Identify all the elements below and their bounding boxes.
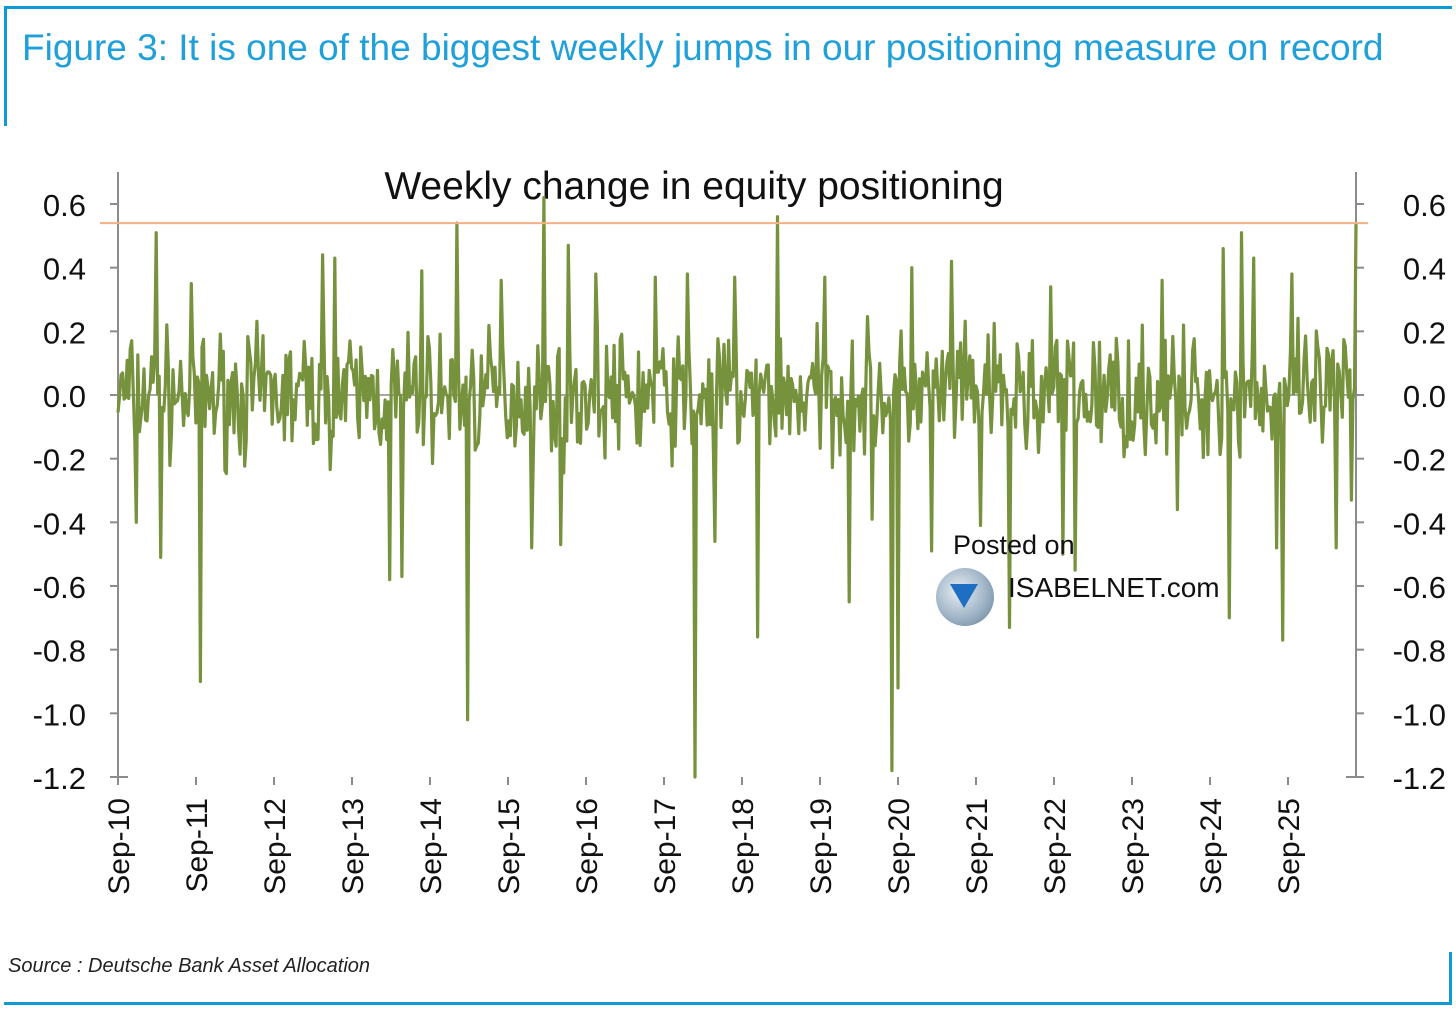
watermark-posted-label: Posted on [953, 530, 1075, 560]
figure-frame-bottom [4, 1002, 1452, 1005]
y-tick-label-left: 0.4 [43, 252, 86, 287]
figure-frame-right [1449, 952, 1452, 1005]
y-tick-label-left: -1.0 [33, 697, 86, 732]
x-tick-label: Sep-19 [805, 798, 838, 895]
y-tick-label-left: 0.0 [43, 379, 86, 414]
y-tick-label-right: -1.0 [1393, 697, 1446, 732]
isabelnet-logo-icon [936, 568, 994, 626]
y-tick-label-left: -1.2 [33, 761, 86, 796]
x-tick-label: Sep-14 [415, 798, 448, 895]
y-tick-label-right: 0.4 [1403, 252, 1446, 287]
x-tick-label: Sep-23 [1117, 798, 1150, 895]
y-tick-label-right: 0.0 [1403, 379, 1446, 414]
figure-frame-top [4, 6, 1452, 9]
chart-title: Weekly change in equity positioning [384, 165, 1003, 208]
y-tick-label-right: -0.2 [1393, 443, 1446, 478]
x-tick-label: Sep-21 [961, 798, 994, 895]
figure-frame-left [4, 6, 7, 126]
y-tick-label-left: -0.6 [33, 570, 86, 605]
source-note: Source : Deutsche Bank Asset Allocation [8, 955, 371, 977]
figure-title: Figure 3: It is one of the biggest weekl… [22, 27, 1384, 68]
x-tick-label: Sep-16 [571, 798, 604, 895]
watermark: Posted on ISABELNET.com [936, 528, 1256, 628]
x-tick-label: Sep-10 [103, 798, 136, 895]
y-tick-label-left: -0.8 [33, 634, 86, 669]
x-tick-label: Sep-12 [259, 798, 292, 895]
x-tick-label: Sep-18 [727, 798, 760, 895]
y-tick-label-left: -0.4 [33, 506, 86, 541]
x-tick-label: Sep-20 [883, 798, 916, 895]
x-tick-label: Sep-15 [493, 798, 526, 895]
y-tick-label-right: 0.2 [1403, 315, 1446, 350]
y-tick-label-right: -1.2 [1393, 761, 1446, 796]
y-tick-label-right: -0.8 [1393, 634, 1446, 669]
x-tick-label: Sep-13 [337, 798, 370, 895]
x-tick-label: Sep-11 [181, 798, 214, 893]
y-tick-label-left: 0.6 [43, 188, 86, 223]
watermark-site: ISABELNET.com [1008, 572, 1220, 603]
x-tick-label: Sep-25 [1273, 798, 1306, 895]
y-tick-label-left: 0.2 [43, 315, 86, 350]
x-tick-label: Sep-17 [649, 798, 682, 895]
y-tick-label-right: 0.6 [1403, 188, 1446, 223]
y-tick-label-right: -0.4 [1393, 506, 1446, 541]
series-line [116, 196, 1358, 779]
x-tick-label: Sep-22 [1039, 798, 1072, 895]
y-tick-label-left: -0.2 [33, 443, 86, 478]
y-tick-label-right: -0.6 [1393, 570, 1446, 605]
x-tick-label: Sep-24 [1195, 798, 1228, 895]
